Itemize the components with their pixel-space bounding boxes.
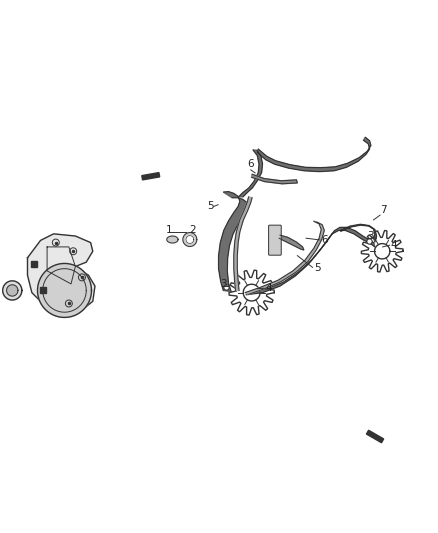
Polygon shape [279,235,304,250]
Polygon shape [246,228,375,295]
Text: 6: 6 [321,236,328,245]
Polygon shape [219,192,249,292]
Polygon shape [183,232,197,246]
Polygon shape [239,150,262,197]
Bar [367,430,384,443]
Text: 6: 6 [247,159,254,169]
Polygon shape [252,174,297,184]
Text: 3: 3 [367,231,374,241]
Polygon shape [186,236,194,244]
Polygon shape [245,221,324,294]
Polygon shape [28,234,95,314]
FancyBboxPatch shape [268,225,281,255]
Polygon shape [3,281,22,300]
Text: 4: 4 [265,284,272,293]
Text: 5: 5 [207,200,214,211]
Polygon shape [340,224,377,242]
Polygon shape [234,197,252,290]
Polygon shape [167,236,178,243]
Text: 2: 2 [189,225,196,236]
Text: 7: 7 [380,205,387,215]
Bar [142,173,160,180]
Text: 3: 3 [220,279,227,289]
Text: 4: 4 [391,240,398,250]
Text: 5: 5 [314,263,321,273]
Polygon shape [7,285,18,296]
Polygon shape [257,137,371,172]
Polygon shape [38,263,92,318]
Text: 1: 1 [166,225,172,236]
